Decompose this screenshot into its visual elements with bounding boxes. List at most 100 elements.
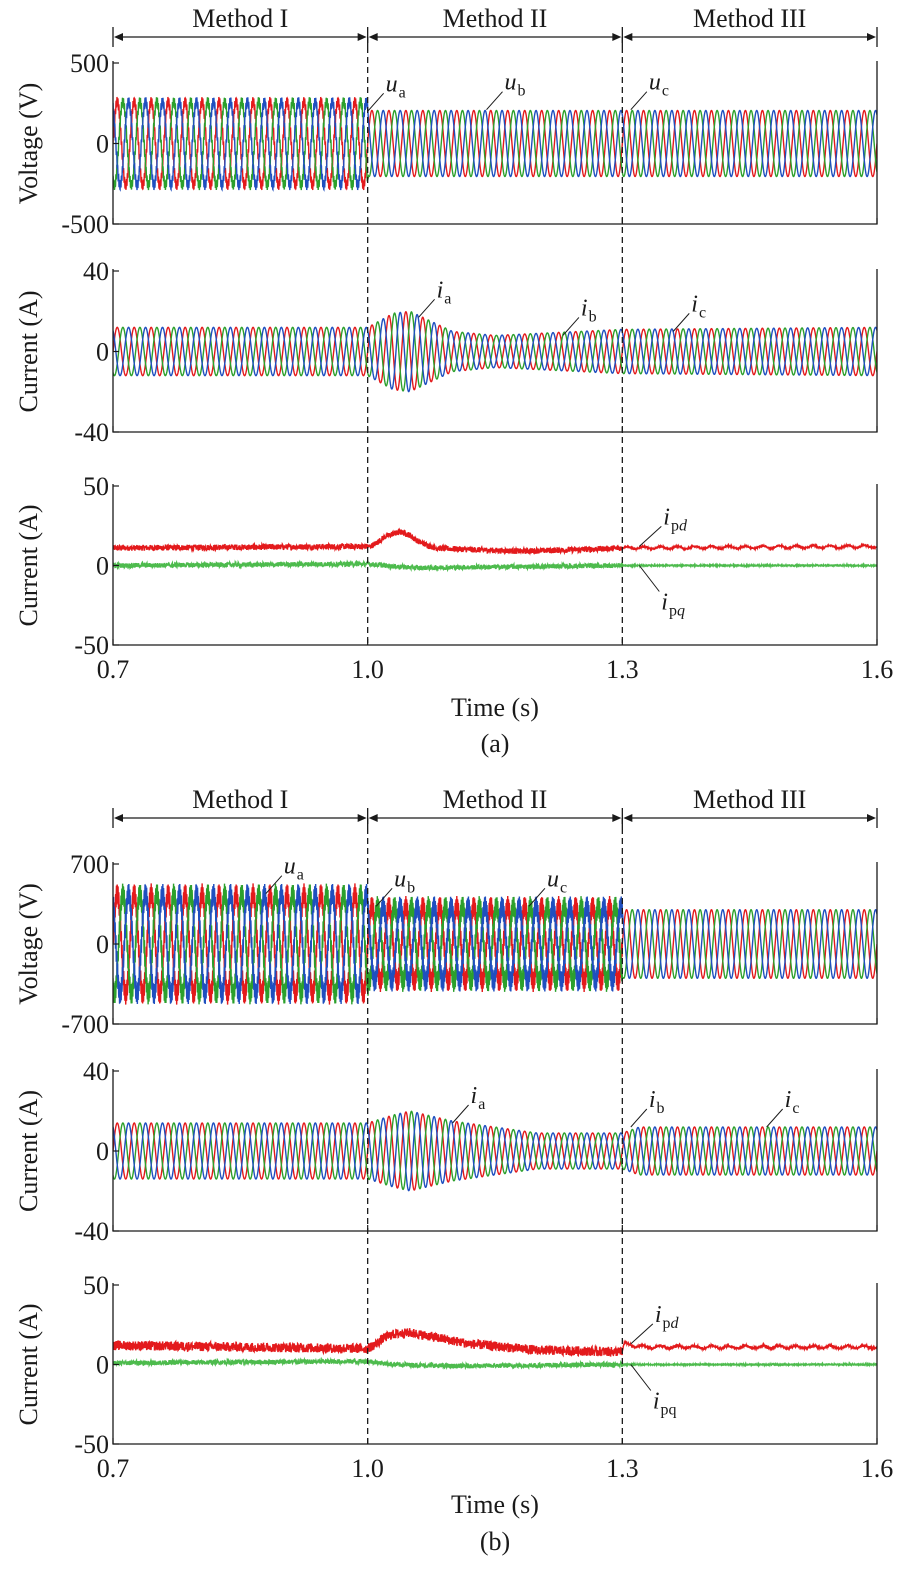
- y-axis-label: Current (A): [14, 504, 43, 626]
- series-label-ib: ib: [649, 1087, 665, 1117]
- series-label-ub: ub: [394, 866, 415, 896]
- annotation-leader-line: [672, 313, 690, 332]
- y-axis-label: Voltage (V): [14, 83, 43, 205]
- x-tick-label: 0.7: [97, 1454, 130, 1483]
- y-tick-label: 0: [96, 338, 109, 367]
- annotation-leader-line: [375, 887, 393, 907]
- annotation-leader-line: [452, 1104, 469, 1124]
- y-tick-label: 500: [70, 49, 109, 78]
- series-label-ipq: ipq: [653, 1389, 677, 1419]
- x-tick-label: 1.3: [606, 1454, 639, 1483]
- axes-frame: [112, 1283, 878, 1445]
- axes-frame: [112, 269, 878, 433]
- series-ib-line: [113, 1110, 877, 1191]
- panel-a-dq: 50 0 -50 Current (A) ipd ipq: [14, 472, 878, 660]
- annotation-leader-line: [486, 91, 503, 111]
- series-label-uc: uc: [547, 866, 567, 896]
- series-ic-line: [113, 1111, 877, 1192]
- y-tick-label: -700: [61, 1010, 109, 1039]
- y-tick-label: 0: [96, 1351, 109, 1380]
- series-ipq-line: [113, 559, 877, 573]
- section-arrowhead-right: [357, 814, 367, 822]
- axes-frame: [112, 862, 878, 1025]
- x-tick-label: 1.6: [861, 1454, 894, 1483]
- series-label-ipd: ipd: [655, 1302, 680, 1332]
- panel-b-dq: 50 0 -50 Current (A) ipd ipq: [14, 1271, 878, 1459]
- series-uc-line: [113, 97, 877, 192]
- series-label-ua: ua: [386, 71, 406, 101]
- section-arrowhead-right: [867, 33, 876, 41]
- y-tick-label: 40: [83, 257, 109, 286]
- series-ub-line: [113, 97, 877, 191]
- y-tick-label: -40: [74, 1217, 109, 1246]
- annotation-leader-line: [265, 875, 283, 895]
- axes-frame: [112, 1069, 878, 1232]
- panel-b-current: 40 0 -40 Current (A) ia ib ic: [14, 1057, 878, 1246]
- y-tick-label: -50: [74, 631, 109, 660]
- section-arrowhead-left: [114, 814, 123, 822]
- series-ub-line: [113, 883, 877, 1005]
- series-ua-line: [113, 96, 877, 191]
- series-ipd-line: [113, 1328, 877, 1358]
- x-axis-label: Time (s): [451, 693, 539, 722]
- x-tick-label: 0.7: [97, 655, 130, 684]
- x-tick-label: 1.3: [606, 655, 639, 684]
- y-tick-label: 0: [96, 552, 109, 581]
- y-tick-label: 0: [96, 130, 109, 159]
- y-tick-label: 40: [83, 1057, 109, 1086]
- series-label-ic: ic: [785, 1087, 800, 1117]
- annotation-leader-line: [630, 1323, 654, 1345]
- series-label-ia: ia: [437, 277, 452, 307]
- y-axis-label: Voltage (V): [14, 883, 43, 1005]
- panel-a-current: 40 0 -40 Current (A) ia ib ic: [14, 257, 878, 447]
- y-tick-label: -40: [74, 418, 109, 447]
- x-tick-label: 1.0: [351, 655, 384, 684]
- y-axis-label: Current (A): [14, 1090, 43, 1212]
- axes-frame: [112, 484, 878, 646]
- section-label: Method I: [192, 4, 288, 33]
- section-arrowhead-left: [368, 33, 378, 41]
- y-tick-label: 50: [83, 472, 109, 501]
- panel-b-voltage: 700 0 -700 Voltage (V) ua ub uc: [14, 850, 878, 1039]
- section-arrowhead-left: [623, 814, 633, 822]
- annotation-leader-line: [638, 526, 662, 547]
- y-tick-label: 700: [70, 850, 109, 879]
- series-ipq-line: [113, 1356, 877, 1371]
- annotation-leader-line: [630, 1364, 652, 1391]
- series-ic-line: [113, 311, 877, 393]
- section-arrowhead-left: [114, 33, 123, 41]
- series-ia-line: [113, 1111, 877, 1191]
- section-label: Method III: [693, 785, 806, 814]
- figure-a: Method I Method II Method III5000-500Volta…: [14, 4, 893, 758]
- axes-frame: [112, 61, 878, 225]
- section-label: Method II: [443, 4, 548, 33]
- series-label-uc: uc: [649, 70, 669, 100]
- section-arrowhead-right: [612, 33, 622, 41]
- series-label-ic: ic: [691, 291, 706, 321]
- section-label: Method II: [443, 785, 548, 814]
- section-arrowhead-right: [612, 814, 622, 822]
- panel-a-voltage: 500 0 -500 Voltage (V) ua ub uc: [14, 49, 878, 239]
- series-label-ia: ia: [471, 1083, 486, 1113]
- annotation-leader-line: [528, 887, 546, 907]
- x-axis-label: Time (s): [451, 1490, 539, 1519]
- subfigure-caption: (b): [480, 1527, 510, 1556]
- figure-b: Method I Method II Method III 700 0 -700 Volta…: [14, 785, 893, 1556]
- series-label-ipd: ipd: [663, 504, 688, 534]
- section-arrowhead-left: [623, 33, 633, 41]
- x-tick-label: 1.0: [351, 1454, 384, 1483]
- series-uc-line: [113, 883, 877, 1005]
- subfigure-caption: (a): [481, 729, 510, 758]
- section-arrowhead-right: [867, 814, 876, 822]
- section-label: Method III: [693, 4, 806, 33]
- annotation-leader-line: [638, 565, 660, 592]
- annotation-leader-line: [766, 1108, 784, 1128]
- y-tick-label: -50: [74, 1430, 109, 1459]
- y-axis-label: Current (A): [14, 1303, 43, 1425]
- series-label-ua: ua: [284, 854, 304, 884]
- annotation-leader-line: [630, 91, 648, 111]
- x-tick-label: 1.6: [861, 655, 894, 684]
- series-ib-line: [113, 311, 877, 392]
- y-tick-label: 50: [83, 1271, 109, 1300]
